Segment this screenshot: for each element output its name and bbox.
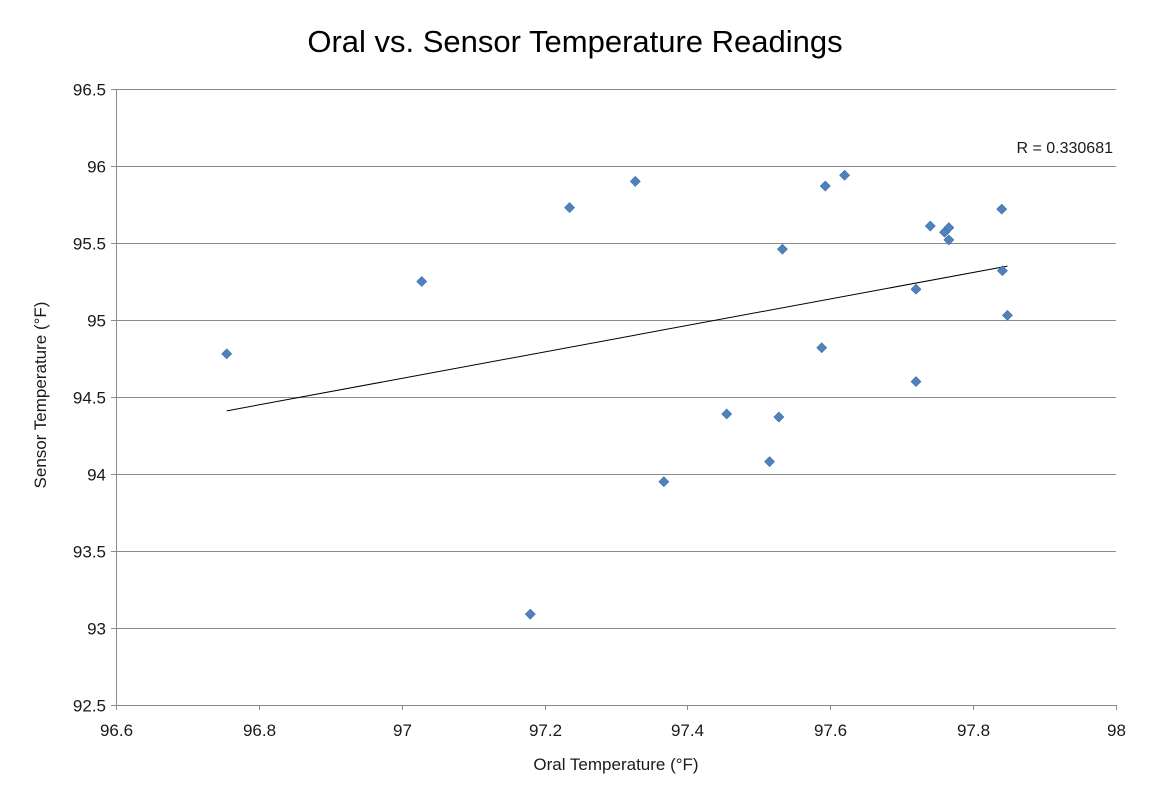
data-point [658,476,670,488]
data-point [721,408,733,420]
axes [111,89,1117,710]
x-tick-label: 97.4 [671,721,704,740]
chart-title: Oral vs. Sensor Temperature Readings [307,24,842,59]
y-tick-label: 93.5 [73,543,106,562]
data-point [910,376,922,388]
y-tick-label: 93 [87,620,106,639]
y-tick-label: 95 [87,312,106,331]
data-point [910,283,922,295]
x-tick-label: 97.6 [814,721,847,740]
data-point [221,348,233,360]
x-tick-label: 97.2 [529,721,562,740]
gridlines [116,89,1116,629]
data-point [416,276,428,287]
trendline-layer [226,265,1008,412]
y-axis-title: Sensor Temperature (°F) [31,302,50,489]
trendline [226,265,1008,412]
data-point [924,220,936,232]
y-tick-label: 94 [87,466,106,485]
data-point [943,222,955,234]
data-point [629,175,641,187]
data-points [221,169,1013,620]
y-tick-label: 94.5 [73,389,106,408]
data-point [839,169,850,181]
y-tick-label: 92.5 [73,697,106,716]
x-tick-label: 98 [1107,721,1126,740]
y-tick-label: 96 [87,158,106,177]
data-point [773,411,785,423]
x-tick-labels: 96.6 96.8 97 97.2 97.4 97.6 97.8 98 [100,721,1126,740]
data-point [564,202,575,214]
x-tick-label: 96.8 [243,721,276,740]
x-tick-label: 97.8 [957,721,990,740]
y-tick-label: 96.5 [73,81,106,100]
data-point [997,265,1008,277]
x-tick-label: 96.6 [100,721,133,740]
y-tick-labels: 92.5 93 93.5 94 94.5 95 95.5 96 96.5 [73,81,106,716]
x-tick-label: 97 [393,721,412,740]
data-point [524,608,536,620]
data-point [996,203,1008,215]
data-point [819,180,831,192]
y-tick-label: 95.5 [73,235,106,254]
data-point [816,342,828,354]
correlation-annotation: R = 0.330681 [1016,140,1113,157]
data-point [777,243,788,255]
x-axis-title: Oral Temperature (°F) [533,755,698,774]
data-point [943,234,955,246]
data-point [1002,309,1013,321]
data-point [764,456,775,468]
